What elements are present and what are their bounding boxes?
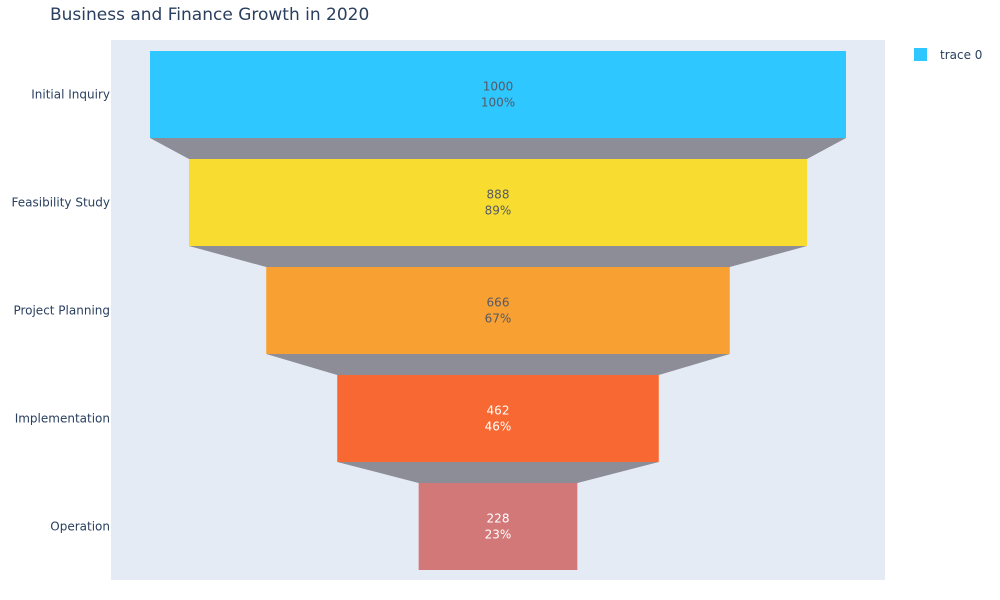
- funnel-connector-project-planning: [266, 354, 730, 375]
- funnel-connector-feasibility-study: [188, 246, 808, 267]
- funnel-bars: [150, 51, 846, 570]
- funnel-bar-feasibility-study[interactable]: [188, 159, 808, 246]
- bar-percent-label-implementation: 46%: [485, 420, 512, 434]
- funnel-bar-initial-inquiry[interactable]: [150, 51, 846, 138]
- bar-labels: 1000 100% 888 89% 666 67% 462 46% 228 23%: [481, 80, 515, 542]
- bar-percent-label-project-planning: 67%: [485, 312, 512, 326]
- chart-title: Business and Finance Growth in 2020: [50, 5, 369, 25]
- funnel-bar-implementation[interactable]: [337, 375, 659, 462]
- legend[interactable]: trace 0: [914, 48, 982, 62]
- funnel-bar-project-planning[interactable]: [266, 267, 730, 354]
- funnel-connectors: [150, 138, 846, 483]
- y-axis-label-project-planning: Project Planning: [13, 304, 110, 318]
- y-axis-label-initial-inquiry: Initial Inquiry: [31, 88, 110, 102]
- legend-label-trace-0[interactable]: trace 0: [940, 48, 982, 62]
- y-axis-label-implementation: Implementation: [15, 412, 110, 426]
- y-axis-label-feasibility-study: Feasibility Study: [12, 196, 110, 210]
- legend-swatch-trace-0[interactable]: [914, 48, 927, 61]
- y-axis-labels: Initial Inquiry Feasibility Study Project …: [12, 88, 110, 534]
- bar-value-label-project-planning: 666: [487, 296, 510, 310]
- bar-percent-label-operation: 23%: [485, 528, 512, 542]
- bar-value-label-implementation: 462: [487, 404, 510, 418]
- bar-value-label-initial-inquiry: 1000: [483, 80, 514, 94]
- bar-value-label-operation: 228: [487, 512, 510, 526]
- bar-value-label-feasibility-study: 888: [487, 188, 510, 202]
- bar-percent-label-feasibility-study: 89%: [485, 204, 512, 218]
- funnel-bar-operation[interactable]: [418, 483, 578, 570]
- funnel-connector-implementation: [337, 462, 659, 483]
- funnel-connector-initial-inquiry: [150, 138, 846, 159]
- bar-percent-label-initial-inquiry: 100%: [481, 96, 515, 110]
- y-axis-label-operation: Operation: [50, 520, 110, 534]
